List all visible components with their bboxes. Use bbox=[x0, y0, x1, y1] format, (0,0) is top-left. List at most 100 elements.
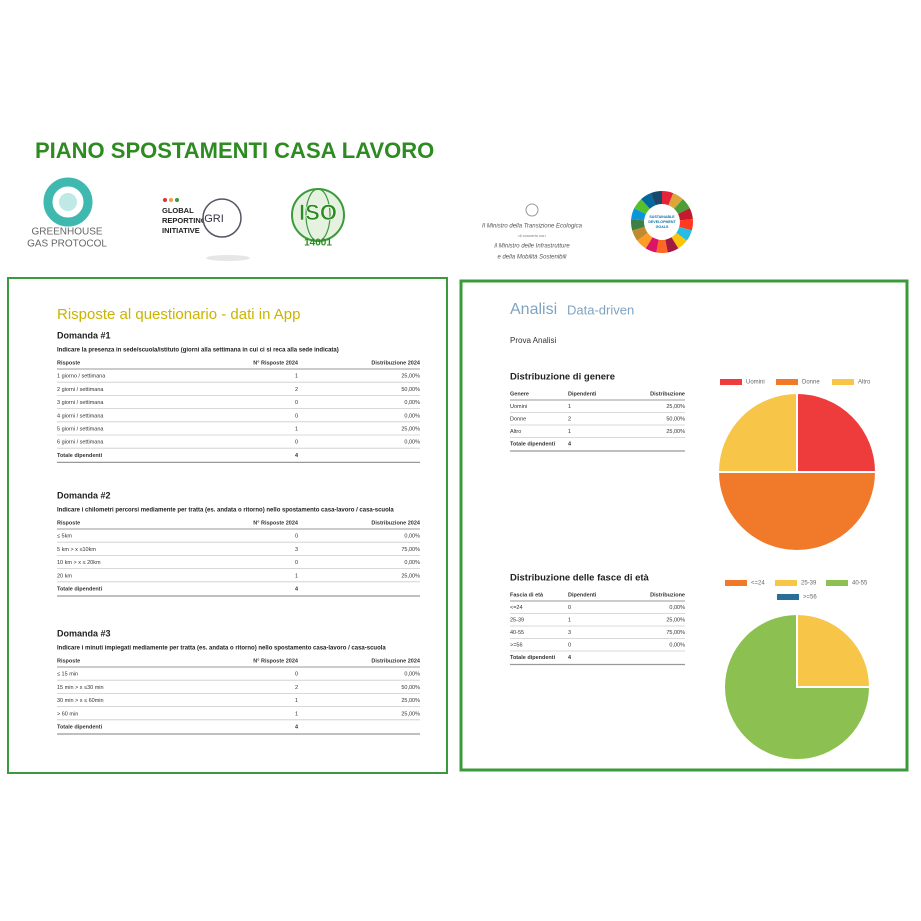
left-title: Risposte al questionario - dati in App bbox=[57, 306, 300, 323]
ministry-text: Il Ministro della Transizione Ecologica bbox=[482, 224, 583, 230]
table-total: Totale dipendenti bbox=[57, 724, 103, 730]
sdg-segment bbox=[656, 239, 668, 253]
sdg-text: GOALS bbox=[656, 225, 669, 229]
sdg-segment bbox=[634, 199, 650, 214]
sdg-segment bbox=[632, 226, 648, 241]
right-subtitle: Data-driven bbox=[567, 302, 634, 317]
table-cell: 1 bbox=[568, 617, 571, 623]
gri-mark: GRI bbox=[204, 213, 224, 225]
gri-text: REPORTING bbox=[162, 216, 207, 225]
section-heading: Domanda #1 bbox=[57, 330, 111, 340]
table-cell: 25,00% bbox=[401, 573, 420, 579]
sdg-segment bbox=[679, 219, 694, 231]
gri-text: INITIATIVE bbox=[162, 226, 200, 235]
table-cell: 4 giorni / settimana bbox=[57, 413, 104, 419]
section-heading: Distribuzione di genere bbox=[510, 372, 615, 383]
table-cell: 25,00% bbox=[666, 404, 685, 410]
right-note: Prova Analisi bbox=[510, 336, 556, 345]
table-cell: 50,00% bbox=[401, 685, 420, 691]
gri-globe bbox=[202, 198, 242, 238]
iso-meridian bbox=[305, 188, 331, 242]
table-cell: 25,00% bbox=[666, 617, 685, 623]
column-header: Genere bbox=[510, 391, 529, 397]
table-cell: 10 km > x ≤ 20km bbox=[57, 560, 101, 566]
table-cell: 0 bbox=[568, 605, 571, 611]
table-cell: ≤ 15 min bbox=[57, 672, 78, 678]
table-total: 4 bbox=[295, 724, 299, 730]
ministry-text: il Ministro delle Infrastrutture bbox=[494, 244, 570, 250]
sdg-segment bbox=[668, 193, 683, 209]
ministry-text: e della Mobilità Sostenibili bbox=[497, 255, 567, 261]
sdg-segment bbox=[631, 208, 646, 221]
table-total: 4 bbox=[295, 453, 299, 459]
column-header: Risposte bbox=[57, 520, 80, 526]
table-cell: ≤ 5km bbox=[57, 534, 72, 540]
ghg-text: GREENHOUSE bbox=[31, 227, 102, 238]
sdg-segment bbox=[650, 190, 662, 206]
gri-dot bbox=[175, 198, 179, 202]
legend-label: Altro bbox=[858, 380, 871, 386]
pie-slice bbox=[723, 612, 872, 761]
table-total: Totale dipendenti bbox=[510, 655, 556, 661]
table-cell: 25,00% bbox=[666, 429, 685, 435]
column-header: Distribuzione bbox=[650, 391, 685, 397]
column-header: N° Risposte 2024 bbox=[253, 520, 299, 526]
table-cell: 25,00% bbox=[401, 426, 420, 432]
table-cell: 0 bbox=[568, 642, 571, 648]
table-cell: 0 bbox=[295, 560, 298, 566]
table-cell: 25,00% bbox=[401, 698, 420, 704]
table-cell: 25,00% bbox=[401, 374, 420, 380]
table-cell: 50,00% bbox=[401, 387, 420, 393]
column-header: Dipendenti bbox=[568, 391, 597, 397]
right-title: Analisi bbox=[510, 301, 557, 318]
table-cell: 40-55 bbox=[510, 630, 524, 636]
legend-swatch bbox=[777, 594, 799, 600]
table-cell: >=56 bbox=[510, 642, 523, 648]
column-header: Distribuzione bbox=[650, 592, 685, 598]
table-cell: 1 bbox=[295, 573, 298, 579]
section-heading: Domanda #3 bbox=[57, 628, 111, 638]
column-header: Risposte bbox=[57, 658, 80, 664]
column-header: N° Risposte 2024 bbox=[253, 658, 299, 664]
table-cell: 1 giorno / settimana bbox=[57, 374, 106, 380]
sdg-segment bbox=[676, 226, 692, 241]
ghg-logo: GREENHOUSE GAS PROTOCOL bbox=[27, 177, 107, 250]
table-cell: 0,00% bbox=[669, 605, 685, 611]
table-cell: 0,00% bbox=[404, 400, 420, 406]
table-cell: 75,00% bbox=[666, 630, 685, 636]
column-header: Distribuzione 2024 bbox=[371, 360, 421, 366]
table-cell: 0 bbox=[295, 440, 298, 446]
table-cell: 75,00% bbox=[401, 547, 420, 553]
table-cell: 2 bbox=[295, 387, 298, 393]
gri-dot bbox=[163, 198, 167, 202]
table-cell: 20 km bbox=[57, 573, 72, 579]
legend-label: >=56 bbox=[803, 595, 817, 601]
ghg-text: GAS PROTOCOL bbox=[27, 239, 107, 250]
table-cell: 1 bbox=[295, 711, 298, 717]
table-cell: 1 bbox=[295, 426, 298, 432]
section-heading: Distribuzione delle fasce di età bbox=[510, 573, 650, 584]
sdg-segment bbox=[671, 232, 687, 249]
iso-number: 14001 bbox=[304, 238, 332, 249]
column-header: N° Risposte 2024 bbox=[253, 360, 299, 366]
column-header: Dipendenti bbox=[568, 592, 597, 598]
table-cell: 0 bbox=[295, 413, 298, 419]
table-cell: 5 km > x ≤10km bbox=[57, 547, 96, 553]
table-cell: 2 bbox=[568, 416, 571, 422]
table-cell: 0 bbox=[295, 672, 298, 678]
pie-slice bbox=[716, 391, 798, 473]
legend-swatch bbox=[832, 379, 854, 385]
table-cell: Donne bbox=[510, 416, 526, 422]
table-cell: 15 min > x ≤30 min bbox=[57, 685, 104, 691]
sdg-segment bbox=[662, 190, 674, 206]
page-title: PIANO SPOSTAMENTI CASA LAVORO bbox=[35, 138, 434, 163]
table-total: 4 bbox=[568, 441, 572, 447]
legend-label: <=24 bbox=[751, 581, 765, 587]
table-total: 4 bbox=[568, 655, 572, 661]
section-question: Indicare i chilometri percorsi mediament… bbox=[57, 508, 394, 514]
table-cell: Uomini bbox=[510, 404, 527, 410]
gri-logo: GLOBAL REPORTING INITIATIVE GRI bbox=[162, 198, 250, 261]
